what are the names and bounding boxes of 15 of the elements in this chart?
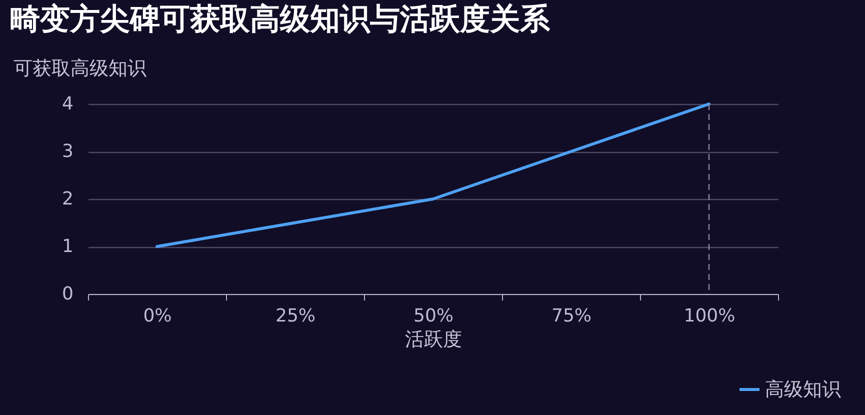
y-tick-label: 1 [62, 236, 74, 257]
y-tick-label: 4 [62, 94, 74, 114]
line-series [156, 102, 710, 248]
x-tick-label: 25% [275, 306, 316, 326]
y-axis-title: 可获取高级知识 [14, 58, 146, 80]
y-tick-label: 3 [62, 141, 74, 162]
chart-title: 畸变方尖碑可获取高级知识与活跃度关系 [10, 2, 551, 37]
x-tick-label: 0% [143, 306, 172, 326]
x-tick-label: 75% [551, 306, 592, 326]
y-tick-label: 2 [62, 188, 74, 210]
y-tick-label: 0 [62, 284, 74, 304]
x-axis-title: 活跃度 [405, 328, 462, 350]
x-tick-label: 50% [413, 306, 454, 326]
x-tick-label: 100% [684, 306, 736, 326]
legend-label: 高级知识 [765, 378, 841, 400]
